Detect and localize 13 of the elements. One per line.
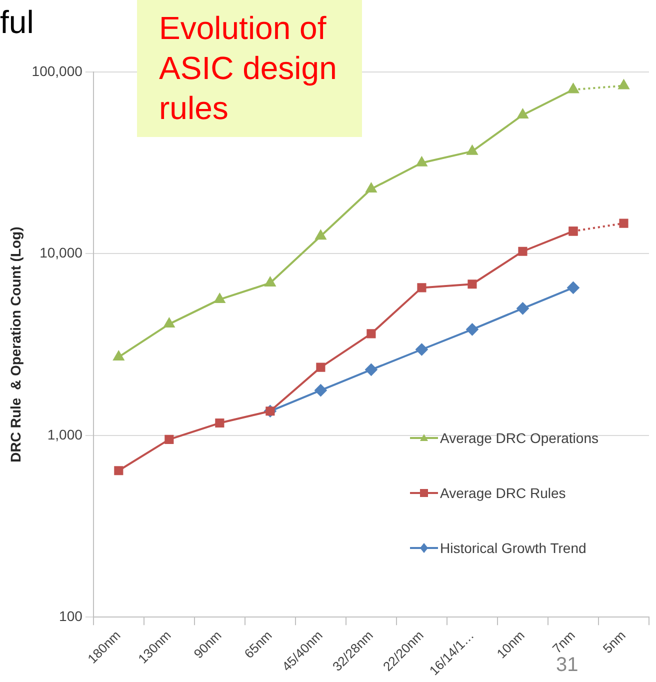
legend-label: Average DRC Operations — [440, 430, 598, 446]
y-tick-label: 100,000 — [32, 62, 83, 79]
text: 31 — [556, 654, 578, 677]
chart-title: Evolution of ASIC design rules — [137, 0, 362, 137]
x-tick-label: 7nm — [549, 628, 578, 656]
text: ful — [0, 4, 34, 41]
legend-label: Historical Growth Trend — [440, 540, 586, 556]
x-tick-label: 5nm — [600, 628, 628, 656]
y-tick-label: 1,000 — [47, 426, 83, 442]
y-tick-label: 100 — [59, 608, 83, 624]
legend-label: Average DRC Rules — [440, 485, 566, 501]
y-tick-label: 10,000 — [40, 244, 83, 261]
y-axis-title: DRC Rule & Operation Count (Log) — [7, 226, 24, 462]
